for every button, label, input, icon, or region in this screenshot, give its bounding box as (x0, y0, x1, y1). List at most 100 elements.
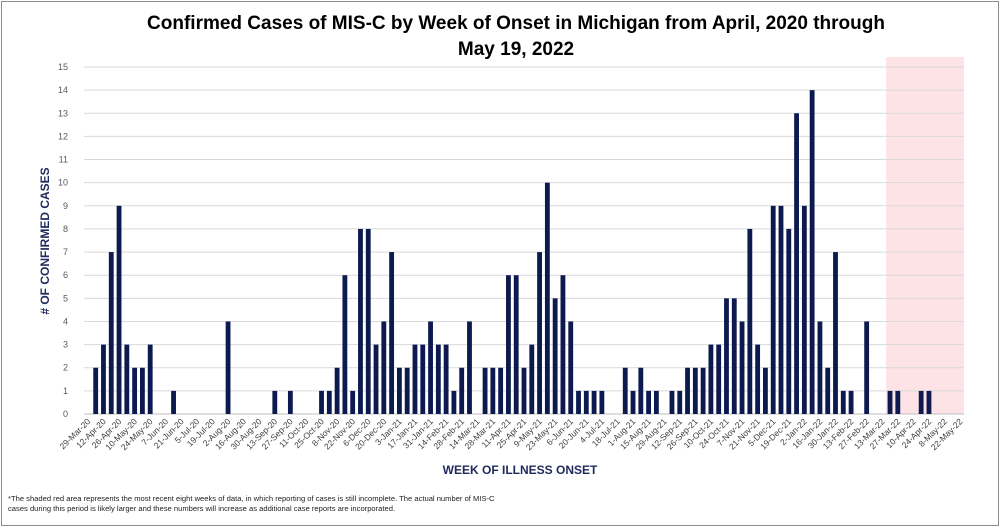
bar (381, 321, 387, 414)
bar (147, 344, 153, 414)
y-axis-title: # OF CONFIRMED CASES (38, 167, 52, 314)
bar (272, 390, 278, 414)
bar (653, 390, 659, 414)
bar (669, 390, 675, 414)
bar (926, 390, 932, 414)
bar (482, 367, 488, 414)
bar (848, 390, 854, 414)
bar (350, 390, 356, 414)
bar (591, 390, 597, 414)
y-tick-label: 9 (63, 201, 68, 211)
bar (93, 367, 99, 414)
bar (918, 390, 924, 414)
bar (101, 344, 106, 414)
bar (560, 275, 566, 414)
x-axis-title: WEEK OF ILLNESS ONSET (443, 463, 598, 477)
bar (552, 298, 558, 414)
bar (467, 321, 472, 414)
bar (739, 321, 745, 414)
bar (786, 228, 792, 414)
bar (724, 298, 729, 414)
bar (389, 252, 395, 414)
bar (825, 367, 831, 414)
bar (778, 205, 784, 414)
bar (685, 367, 690, 414)
y-tick-label: 0 (63, 409, 68, 419)
bar (404, 367, 410, 414)
bar (513, 275, 519, 414)
bar (459, 367, 465, 414)
bar (396, 367, 402, 414)
chart-title-line-1: Confirmed Cases of MIS-C by Week of Onse… (147, 13, 885, 34)
bar (809, 90, 815, 414)
bar (708, 344, 714, 414)
bar (537, 252, 542, 414)
bar (412, 344, 418, 414)
bar (544, 182, 550, 414)
bar (770, 205, 776, 414)
bar (373, 344, 379, 414)
bar (365, 228, 371, 414)
y-tick-label: 4 (63, 316, 68, 326)
incomplete-data-shading (886, 57, 964, 414)
y-tick-label: 12 (58, 131, 68, 141)
bar (498, 367, 504, 414)
bar (833, 252, 838, 414)
bar (692, 367, 698, 414)
bar (443, 344, 449, 414)
bar (763, 367, 768, 414)
y-tick-label: 1 (63, 386, 68, 396)
bar (747, 228, 753, 414)
bar (887, 390, 893, 414)
y-tick-label: 3 (63, 340, 68, 350)
bar (622, 367, 628, 414)
y-tick-label: 15 (58, 62, 68, 72)
bar (326, 390, 332, 414)
bar (490, 367, 496, 414)
bar (342, 275, 348, 414)
bar (630, 390, 636, 414)
y-tick-label: 14 (58, 85, 68, 95)
bar (731, 298, 737, 414)
bar (506, 275, 511, 414)
bar (801, 205, 807, 414)
chart-title-line-2: May 19, 2022 (458, 39, 574, 60)
bar (700, 367, 706, 414)
y-tick-label: 11 (59, 155, 68, 165)
bar (225, 321, 231, 414)
y-tick-label: 2 (63, 363, 68, 373)
bar (420, 344, 426, 414)
bar (451, 390, 457, 414)
bar (576, 390, 581, 414)
bar (139, 367, 145, 414)
bar (334, 367, 340, 414)
bar (583, 390, 589, 414)
bar (358, 228, 363, 414)
bar (817, 321, 823, 414)
bar (116, 205, 122, 414)
bar (124, 344, 130, 414)
bar (287, 390, 293, 414)
bar (435, 344, 441, 414)
bar (428, 321, 433, 414)
footnote: *The shaded red area represents the most… (8, 494, 568, 514)
y-tick-label: 5 (63, 293, 68, 303)
bar (895, 390, 901, 414)
y-tick-label: 10 (58, 178, 68, 188)
bar (638, 367, 644, 414)
footnote-line-1: *The shaded red area represents the most… (8, 494, 495, 503)
footnote-line-2: cases during this period is likely large… (8, 504, 396, 513)
y-tick-label: 6 (63, 270, 68, 280)
bar (794, 113, 799, 415)
bar (716, 344, 722, 414)
bar (568, 321, 574, 414)
bar (677, 390, 683, 414)
bar (319, 390, 324, 414)
bar (108, 252, 114, 414)
y-tick-label: 8 (63, 224, 68, 234)
y-tick-label: 7 (63, 247, 68, 257)
bar (864, 321, 870, 414)
y-tick-label: 13 (58, 108, 68, 118)
